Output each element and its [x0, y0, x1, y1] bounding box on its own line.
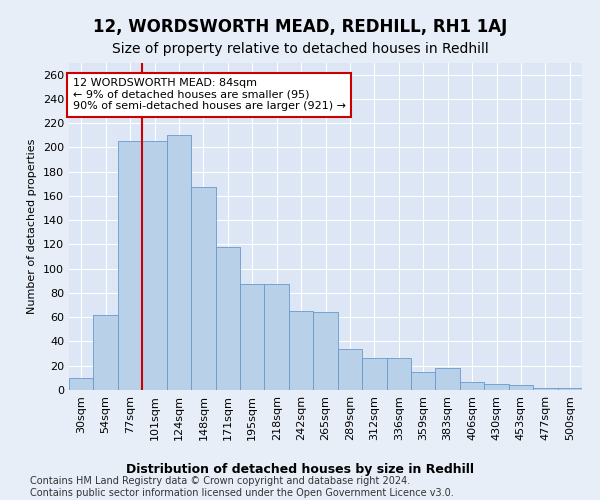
Bar [313, 312, 338, 390]
Bar [411, 372, 436, 390]
Bar [167, 136, 191, 390]
Text: Distribution of detached houses by size in Redhill: Distribution of detached houses by size … [126, 462, 474, 475]
Bar [118, 142, 142, 390]
Bar [215, 247, 240, 390]
Bar [484, 384, 509, 390]
Bar [436, 368, 460, 390]
Y-axis label: Number of detached properties: Number of detached properties [28, 138, 37, 314]
Bar [386, 358, 411, 390]
Bar [460, 382, 484, 390]
Text: 12, WORDSWORTH MEAD, REDHILL, RH1 1AJ: 12, WORDSWORTH MEAD, REDHILL, RH1 1AJ [93, 18, 507, 36]
Bar [362, 358, 386, 390]
Text: Size of property relative to detached houses in Redhill: Size of property relative to detached ho… [112, 42, 488, 56]
Bar [289, 311, 313, 390]
Bar [94, 315, 118, 390]
Bar [557, 388, 582, 390]
Bar [142, 142, 167, 390]
Bar [509, 385, 533, 390]
Bar [69, 378, 94, 390]
Bar [338, 349, 362, 390]
Text: 12 WORDSWORTH MEAD: 84sqm
← 9% of detached houses are smaller (95)
90% of semi-d: 12 WORDSWORTH MEAD: 84sqm ← 9% of detach… [73, 78, 346, 112]
Bar [240, 284, 265, 390]
Bar [191, 188, 215, 390]
Bar [265, 284, 289, 390]
Bar [533, 388, 557, 390]
Text: Contains HM Land Registry data © Crown copyright and database right 2024.
Contai: Contains HM Land Registry data © Crown c… [30, 476, 454, 498]
